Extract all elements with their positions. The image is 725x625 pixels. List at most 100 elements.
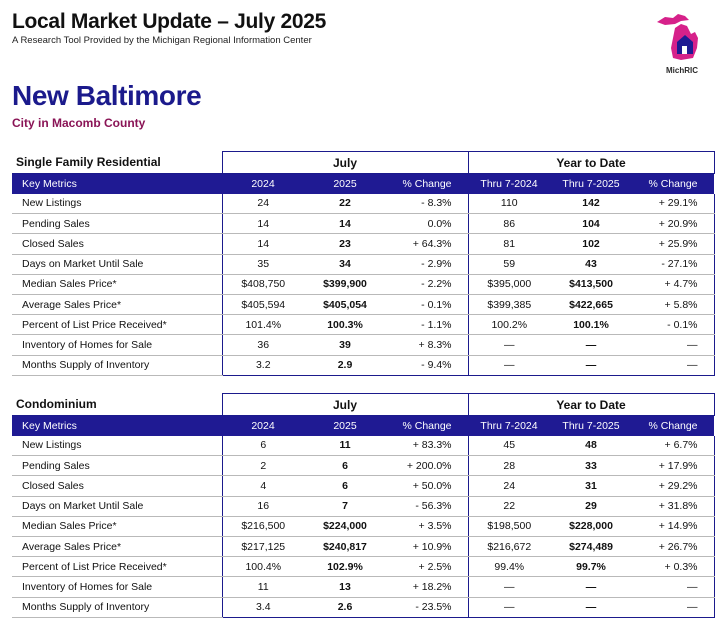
metric-label: Average Sales Price*: [12, 294, 222, 316]
metric-label: Days on Market Until Sale: [12, 254, 222, 275]
metric-label: New Listings: [12, 193, 222, 215]
metric-value: - 56.3%: [386, 496, 469, 517]
table-row: Inventory of Homes for Sale 11 13 + 18.2% — —…: [12, 576, 715, 598]
metric-value: 16: [221, 496, 304, 517]
metric-value: + 4.7%: [632, 274, 715, 295]
table-row: Days on Market Until Sale 16 7- 56.3% 22 29 +…: [12, 496, 715, 517]
table-row: Percent of List Price Received* 101.4% 100…: [12, 314, 715, 336]
metric-value: + 50.0%: [386, 475, 469, 497]
metric-value: - 8.3%: [386, 193, 469, 215]
metric-value: + 26.7%: [632, 536, 715, 558]
metric-label: Inventory of Homes for Sale: [12, 334, 222, 356]
metric-label: Median Sales Price*: [12, 274, 222, 295]
metric-value: + 14.9%: [632, 516, 715, 537]
metric-value: + 29.1%: [632, 193, 715, 215]
table-row: Pending Sales 14 14 0.0% 86 104 + 20.9%: [12, 213, 715, 235]
metric-value: 86: [467, 213, 551, 235]
metric-value: 7: [304, 496, 386, 517]
section-title: Single Family Residential: [12, 151, 222, 174]
metric-label: Pending Sales: [12, 455, 222, 477]
metric-value: —: [550, 576, 633, 598]
table-row: Months Supply of Inventory 3.4 2.6- 23.5% —…: [12, 597, 715, 618]
metric-value: 6: [221, 435, 304, 457]
metric-value: + 31.8%: [632, 496, 715, 517]
table-row: Average Sales Price* $217,125 $240,817 + 10…: [12, 536, 715, 558]
single-family-table: Single Family Residential July Year to D…: [12, 151, 715, 376]
metric-value: 29: [550, 496, 633, 517]
metric-value: $405,054: [304, 294, 386, 316]
metric-value: $422,665: [550, 294, 633, 316]
column-header-row: Key Metrics 2024 2025 % Change Thru 7-20…: [12, 173, 715, 194]
metric-value: $405,594: [221, 294, 304, 316]
july-group-header: July: [221, 151, 469, 174]
metric-value: —: [467, 355, 551, 376]
ytd-group-header: Year to Date: [467, 151, 715, 174]
column-header: % Change: [386, 415, 469, 436]
metric-value: + 6.7%: [632, 435, 715, 457]
place-subtitle: City in Macomb County: [12, 116, 146, 130]
column-header: % Change: [632, 415, 715, 436]
metric-value: 100.4%: [221, 556, 304, 578]
metric-label: Days on Market Until Sale: [12, 496, 222, 517]
metric-value: 36: [221, 334, 304, 356]
metric-value: + 10.9%: [386, 536, 469, 558]
metric-value: —: [550, 597, 633, 618]
michric-logo: MichRIC: [651, 8, 713, 75]
metric-value: $216,672: [467, 536, 551, 558]
metric-value: - 2.2%: [386, 274, 469, 295]
metric-value: - 23.5%: [386, 597, 469, 618]
metric-value: 102: [550, 233, 633, 255]
metric-value: —: [550, 334, 633, 356]
column-header: Thru 7-2025: [550, 173, 633, 194]
column-header: 2024: [222, 173, 304, 194]
metric-value: 31: [550, 475, 633, 497]
metric-value: 24: [221, 193, 304, 215]
metric-value: $399,385: [467, 294, 551, 316]
metric-value: 3.4: [221, 597, 304, 618]
metric-value: 39: [304, 334, 386, 356]
column-header: Key Metrics: [12, 415, 222, 436]
table-row: Closed Sales 4 6 + 50.0% 24 31 + 29.2%: [12, 475, 715, 497]
metric-value: 6: [304, 455, 386, 477]
metric-value: + 3.5%: [386, 516, 469, 537]
column-header: Thru 7-2025: [550, 415, 633, 436]
table-row: Median Sales Price* $216,500 $224,000 + 3.5…: [12, 516, 715, 537]
metric-value: + 8.3%: [386, 334, 469, 356]
report-subtitle: A Research Tool Provided by the Michigan…: [12, 35, 312, 46]
metric-value: 104: [550, 213, 633, 235]
metric-value: 45: [467, 435, 551, 457]
metric-value: 2.9: [304, 355, 386, 376]
metric-label: Percent of List Price Received*: [12, 556, 222, 578]
metric-value: + 0.3%: [632, 556, 715, 578]
metric-value: 24: [467, 475, 551, 497]
metric-label: Percent of List Price Received*: [12, 314, 222, 336]
metric-value: - 9.4%: [386, 355, 469, 376]
metric-value: —: [632, 597, 715, 618]
metric-value: + 83.3%: [386, 435, 469, 457]
metric-label: Pending Sales: [12, 213, 222, 235]
metric-value: 100.2%: [467, 314, 551, 336]
metric-value: $413,500: [550, 274, 633, 295]
place-name: New Baltimore: [12, 80, 202, 111]
metric-value: 6: [304, 475, 386, 497]
metric-value: 14: [304, 213, 386, 235]
metric-value: $399,900: [304, 274, 386, 295]
column-header: Key Metrics: [12, 173, 222, 194]
metric-value: —: [467, 576, 551, 598]
metric-value: 35: [221, 254, 304, 275]
section-title: Condominium: [12, 393, 222, 416]
metric-value: 48: [550, 435, 633, 457]
column-header: Thru 7-2024: [468, 173, 551, 194]
metric-value: 34: [304, 254, 386, 275]
report-header: Local Market Update – July 2025 A Resear…: [12, 10, 652, 46]
metric-label: Months Supply of Inventory: [12, 355, 222, 376]
table-row: Median Sales Price* $408,750 $399,900- 2.2…: [12, 274, 715, 295]
metric-value: - 2.9%: [386, 254, 469, 275]
table-row: Inventory of Homes for Sale 36 39 + 8.3% — — —: [12, 334, 715, 356]
metric-value: 0.0%: [386, 213, 469, 235]
report-title: Local Market Update – July 2025: [12, 10, 327, 33]
metric-value: 23: [304, 233, 386, 255]
metric-value: $408,750: [221, 274, 304, 295]
condominium-table: Condominium July Year to Date Key Metric…: [12, 393, 715, 618]
metric-value: $274,489: [550, 536, 633, 558]
